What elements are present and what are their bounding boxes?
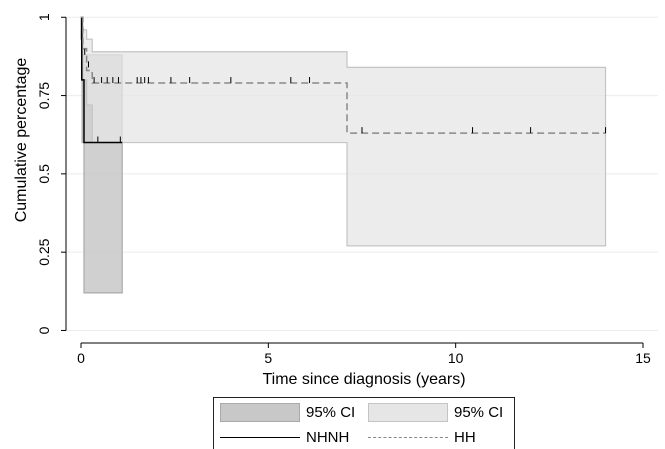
- y-tick-label: 0.5: [36, 164, 52, 184]
- x-tick-label: 5: [264, 350, 272, 366]
- confidence-bands: [80, 16, 607, 294]
- survival-curves: [80, 16, 606, 144]
- y-tick-label: 1: [36, 13, 52, 21]
- legend-line-hh: [368, 436, 448, 438]
- legend-swatch-ci-nhnh: [220, 403, 300, 422]
- legend-swatch-ci-hh: [368, 403, 448, 422]
- ci-band-hh: [80, 16, 607, 247]
- x-axis-label: Time since diagnosis (years): [262, 371, 465, 388]
- legend-item-ci-hh: 95% CI: [368, 403, 503, 422]
- y-axis-ticks: 0 0.25 0.5 0.75 1: [36, 13, 66, 334]
- x-tick-label: 10: [448, 350, 464, 366]
- x-axis-ticks: 0 5 10 15: [77, 343, 651, 366]
- legend-label: HH: [454, 428, 476, 446]
- legend-label: NHNH: [306, 428, 350, 446]
- legend: 95% CI 95% CI NHNH HH: [213, 397, 515, 449]
- legend-line-nhnh: [220, 436, 300, 438]
- y-tick-label: 0: [36, 326, 52, 334]
- legend-item-hh: HH: [368, 427, 476, 447]
- curve-hh: [80, 16, 606, 134]
- legend-item-nhnh: NHNH: [220, 427, 349, 447]
- legend-label: 95% CI: [306, 404, 356, 421]
- legend-item-ci-nhnh: 95% CI: [220, 403, 355, 422]
- legend-label: 95% CI: [454, 404, 504, 421]
- y-tick-label: 0.25: [36, 238, 52, 265]
- y-axis-label: Cumulative percentage: [13, 58, 30, 223]
- censor-marks: [84, 48, 607, 143]
- y-tick-label: 0.75: [36, 82, 52, 109]
- x-tick-label: 0: [77, 350, 85, 366]
- x-tick-label: 15: [635, 350, 651, 366]
